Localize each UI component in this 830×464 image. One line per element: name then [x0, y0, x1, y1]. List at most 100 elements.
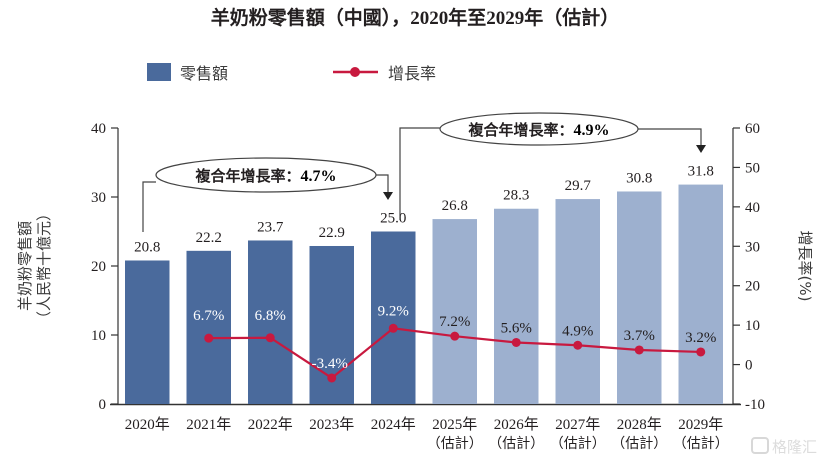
legend-swatch-bar — [147, 63, 171, 81]
legend-label-line: 增長率 — [388, 64, 436, 83]
bar-value-label: 23.7 — [257, 219, 284, 235]
bar-value-label: 22.9 — [319, 225, 345, 241]
cagr-2-bracket-right — [638, 128, 702, 145]
bar-forecast — [678, 184, 723, 404]
right-tick-label: 20 — [745, 279, 760, 295]
right-ticks: -10 0 10 20 30 40 50 60 — [733, 121, 765, 413]
bar-forecast — [432, 219, 477, 404]
left-tick-label: 40 — [91, 121, 106, 137]
cagr-2-label: 複合年增長率：4.9% — [467, 121, 609, 139]
gelonghui-logo-icon — [751, 437, 769, 454]
legend-label-bar: 零售額 — [180, 64, 228, 83]
growth-rate-label: 3.2% — [685, 330, 716, 346]
cagr-1-label: 複合年增長率：4.7% — [194, 167, 336, 185]
left-axis-title-group: 羊奶粉零售額 （人民幣十億元） — [16, 206, 53, 326]
bar-value-label: 28.3 — [503, 188, 529, 204]
cagr-annotation-1: 複合年增長率：4.7% — [142, 157, 393, 232]
cagr-annotation-2: 複合年增長率：4.9% — [399, 112, 706, 220]
cagr-2-value: 4.9% — [574, 122, 610, 139]
right-tick-label: 30 — [745, 239, 760, 255]
bar-value-label: 22.2 — [196, 230, 222, 246]
cagr-1-bracket-left — [142, 181, 156, 232]
x-tick-sublabel: （估計） — [550, 436, 606, 452]
bar-forecast — [617, 191, 662, 404]
rate-labels: 6.7% 6.8% -3.4% 9.2% 7.2% 5.6% 4.9% 3.7% 3.2% — [193, 303, 716, 372]
bar-value-label: 31.8 — [688, 164, 714, 180]
left-axis-title: 羊奶粉零售額 — [16, 221, 34, 311]
growth-point — [634, 345, 644, 355]
growth-point — [204, 333, 214, 343]
x-tick-label: 2023年 — [309, 416, 354, 433]
cagr-2-arrow-icon — [696, 145, 706, 153]
bar-forecast — [555, 199, 600, 404]
x-tick-label: 2022年 — [248, 416, 293, 433]
bar-actual — [125, 260, 170, 404]
right-tick-label: 50 — [745, 160, 760, 176]
cagr-1-value: 4.7% — [301, 168, 337, 185]
cagr-1-bracket-right — [376, 174, 389, 192]
growth-line — [204, 323, 706, 383]
cagr-2-bracket-left — [399, 127, 440, 220]
chart-title: 羊奶粉零售額（中國），2020年至2029年（估計） — [211, 6, 620, 29]
x-tick-sublabel: （估計） — [427, 436, 483, 452]
growth-point — [450, 331, 460, 341]
growth-rate-label: 9.2% — [378, 303, 409, 319]
x-tick-sublabel: （估計） — [611, 436, 667, 452]
growth-rate-label: 4.9% — [562, 323, 593, 339]
bar-actual — [371, 231, 416, 404]
x-tick-label: 2024年 — [371, 416, 416, 433]
legend: 零售額 增長率 — [147, 63, 436, 83]
cagr-2-text: 複合年增長率： — [467, 121, 573, 139]
right-tick-label: -10 — [745, 397, 765, 413]
x-tick-label: 2020年 — [125, 416, 170, 433]
bar-value-label: 20.8 — [134, 239, 160, 255]
growth-rate-label: 6.8% — [255, 308, 286, 324]
right-tick-label: 10 — [745, 318, 760, 334]
left-tick-label: 0 — [99, 397, 107, 413]
bar-value-label: 26.8 — [442, 198, 468, 214]
growth-point — [511, 337, 521, 347]
left-tick-label: 10 — [91, 328, 106, 344]
growth-rate-label: 6.7% — [193, 308, 224, 324]
watermark-text: 格隆汇 — [772, 438, 817, 456]
x-tick-sublabel: （估計） — [488, 436, 544, 452]
legend-swatch-marker — [350, 67, 360, 77]
growth-point — [327, 373, 337, 383]
right-tick-label: 0 — [745, 358, 753, 374]
watermark: 格隆汇 — [751, 437, 817, 456]
bar-actual — [186, 250, 231, 404]
x-tick-label: 2027年 — [555, 416, 600, 433]
x-tick-sublabel: （估計） — [673, 436, 729, 452]
growth-point — [696, 347, 706, 357]
left-axis-unit: （人民幣十億元） — [35, 206, 53, 326]
bar-value-label: 25.0 — [380, 211, 406, 227]
right-axis-title: 增長率(%) — [796, 231, 814, 302]
bar-value-label: 29.7 — [565, 178, 592, 194]
growth-rate-label: 5.6% — [501, 320, 532, 336]
bar-forecast — [494, 208, 539, 404]
growth-point — [265, 333, 275, 343]
left-tick-label: 30 — [91, 190, 106, 206]
growth-rate-label: -3.4% — [312, 356, 348, 372]
growth-point — [388, 323, 398, 333]
right-tick-label: 60 — [745, 121, 760, 137]
bar-value-label: 30.8 — [626, 170, 652, 186]
bar-actual — [248, 240, 293, 404]
cagr-1-arrow-icon — [383, 192, 393, 200]
bars — [125, 184, 723, 404]
x-tick-label: 2028年 — [617, 416, 662, 433]
x-tick-label: 2029年 — [678, 416, 723, 433]
growth-rate-label: 7.2% — [439, 314, 470, 330]
growth-point — [573, 340, 583, 350]
right-axis-title-group: 增長率(%) — [796, 231, 814, 302]
x-tick-label: 2021年 — [186, 416, 231, 433]
category-labels: 2020年 2021年 2022年 2023年 2024年 2025年 （估計） 2026年 （… — [125, 416, 729, 452]
x-tick-label: 2026年 — [494, 416, 539, 433]
cagr-1-text: 複合年增長率： — [194, 167, 300, 185]
growth-rate-label: 3.7% — [624, 328, 655, 344]
left-ticks: 0 10 20 30 40 — [91, 121, 118, 413]
right-tick-label: 40 — [745, 200, 760, 216]
left-tick-label: 20 — [91, 259, 106, 275]
x-tick-label: 2025年 — [432, 416, 477, 433]
